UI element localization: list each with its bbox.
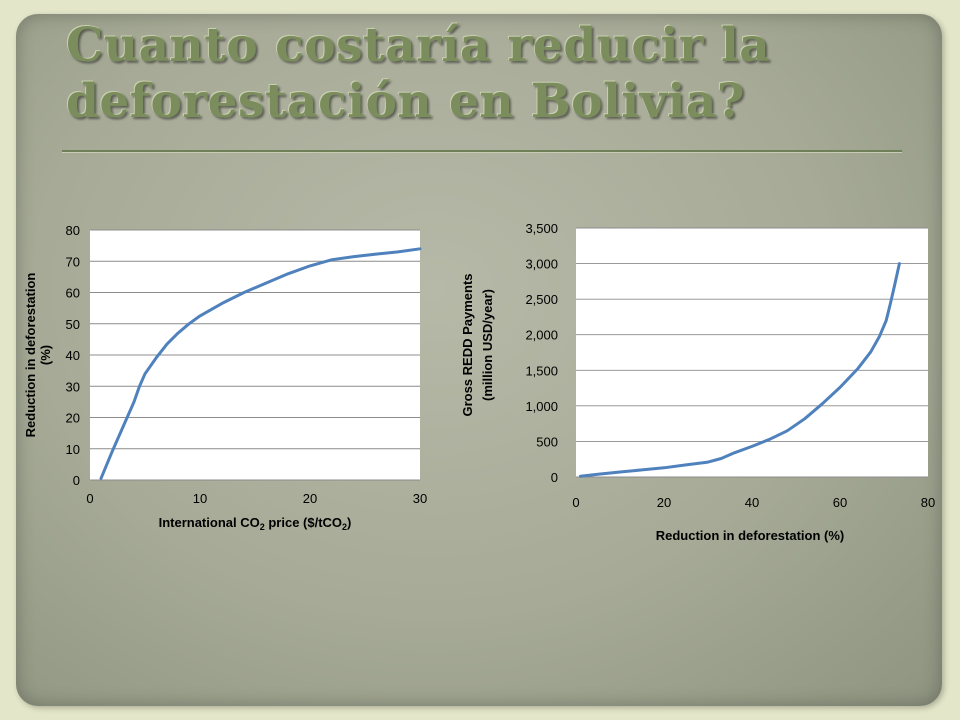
x-tick-label: 80 [921,495,935,510]
x-tick-label: 0 [572,495,579,510]
y-tick-label: 20 [66,411,80,426]
y-tick-label: 3,000 [525,257,558,272]
x-axis-label: Reduction in deforestation (%) [656,528,845,543]
x-tick-label: 10 [193,491,207,506]
y-tick-label: 500 [536,434,558,449]
x-tick-label: 20 [657,495,671,510]
y-tick-label: 10 [66,442,80,457]
x-tick-label: 40 [745,495,759,510]
y-axis-label: (%) [38,345,53,365]
y-tick-label: 2,500 [525,292,558,307]
y-tick-label: 1,500 [525,363,558,378]
slide-title: Cuanto costaría reducir la deforestación… [66,18,926,130]
title-underline [62,150,902,152]
series-line [578,262,901,478]
y-axis-label: Reduction in deforestation [23,273,38,438]
y-tick-label: 80 [66,223,80,238]
y-axis-label: Gross REDD Payments [460,273,475,416]
x-tick-label: 60 [833,495,847,510]
series-line [99,247,422,480]
x-tick-label: 20 [303,491,317,506]
y-tick-label: 1,000 [525,399,558,414]
y-tick-label: 50 [66,317,80,332]
title-line-1: Cuanto costaría reducir la [66,18,771,73]
x-tick-label: 0 [86,491,93,506]
y-tick-label: 40 [66,348,80,363]
y-tick-label: 60 [66,286,80,301]
y-tick-label: 3,500 [525,221,558,236]
x-axis-label: International CO2 price ($/tCO2) [159,515,352,532]
y-tick-label: 2,000 [525,328,558,343]
y-tick-label: 30 [66,379,80,394]
y-axis-label: (million USD/year) [480,289,495,401]
y-tick-label: 70 [66,254,80,269]
y-tick-label: 0 [551,470,558,485]
y-tick-label: 0 [73,473,80,488]
plot-area [576,228,928,477]
x-tick-label: 30 [413,491,427,506]
title-line-2: deforestación en Bolivia? [66,74,745,129]
